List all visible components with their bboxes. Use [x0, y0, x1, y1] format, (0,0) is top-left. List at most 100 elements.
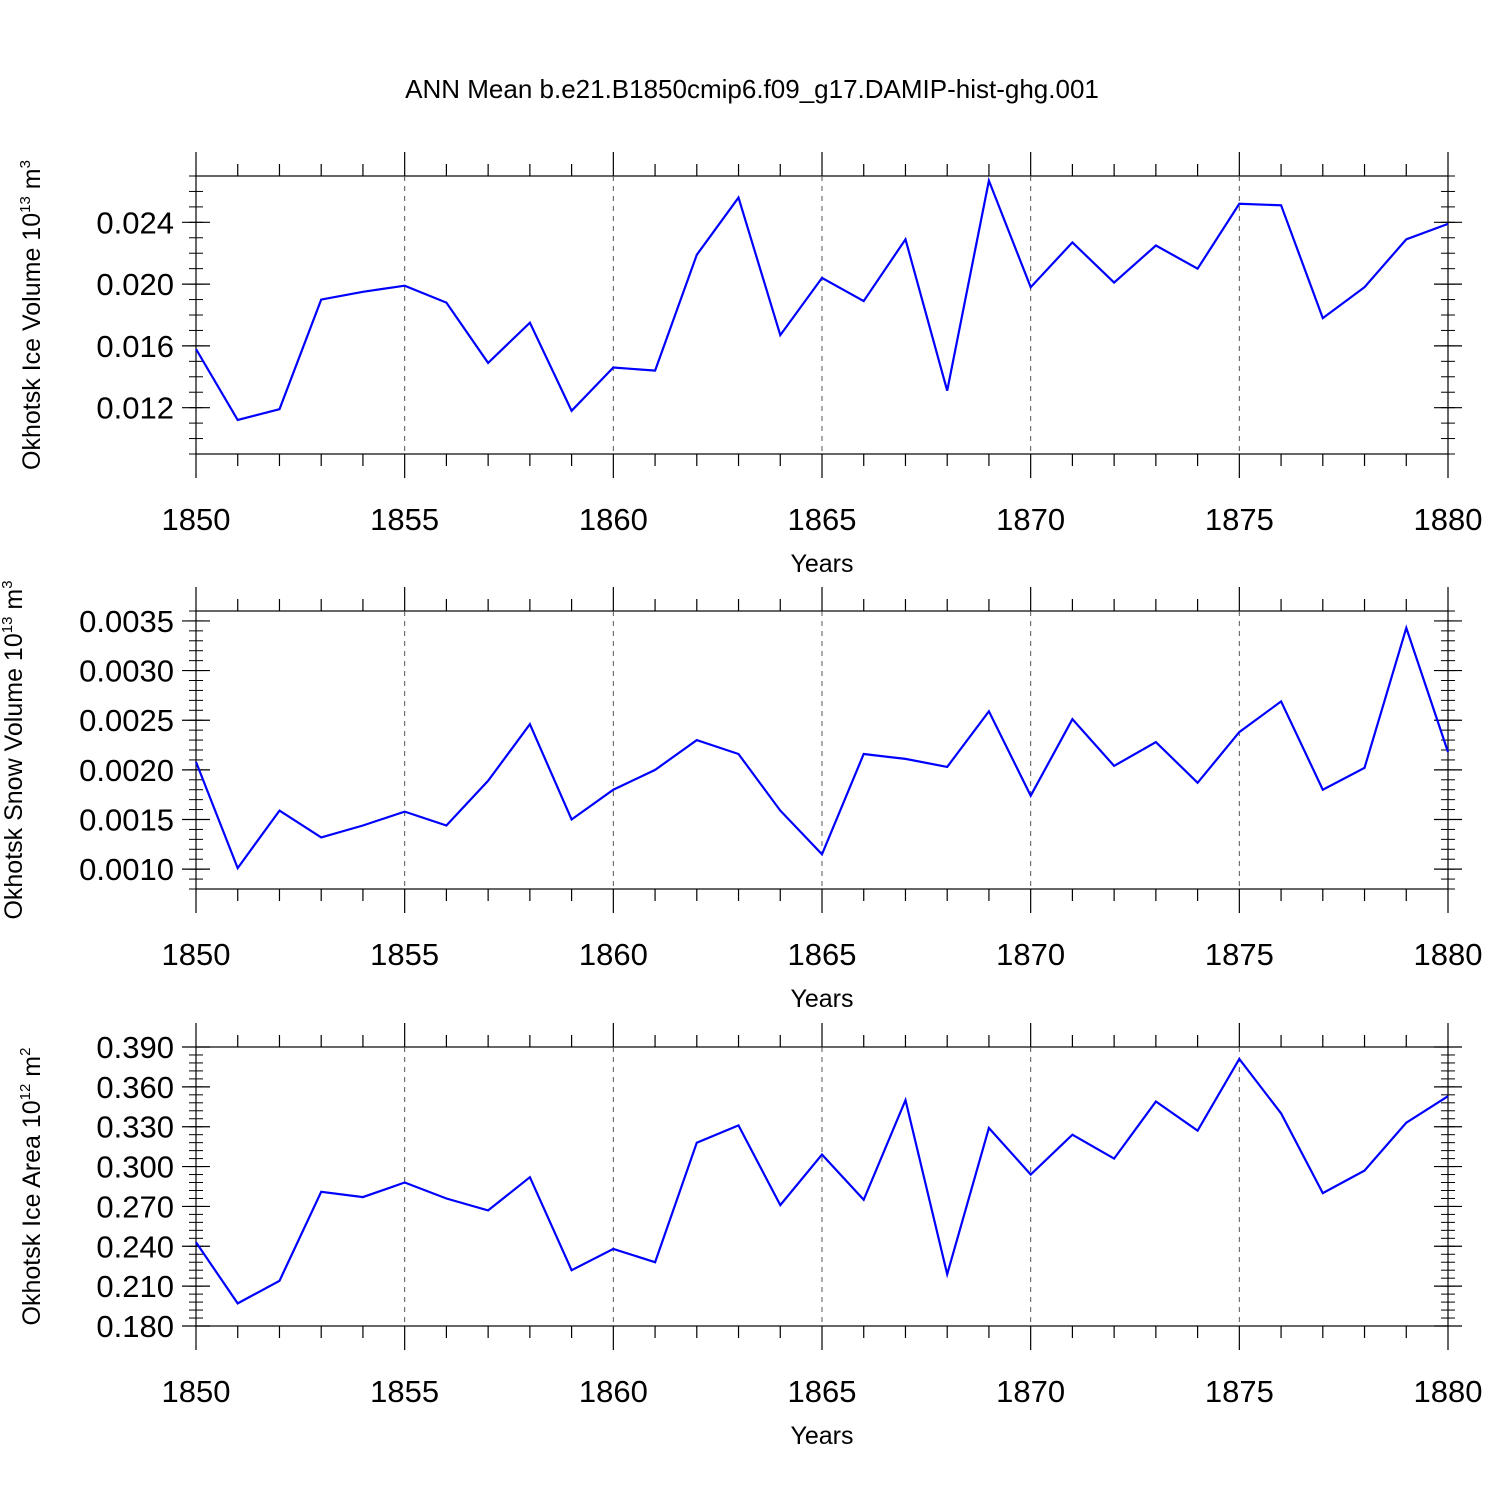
data-point [320, 836, 322, 838]
data-point [529, 322, 531, 324]
y-tick-label: 0.210 [96, 1269, 174, 1304]
x-tick-label: 1865 [788, 1374, 857, 1409]
x-tick-label: 1875 [1205, 937, 1274, 972]
data-point [1155, 1100, 1157, 1102]
y-tick-label: 0.016 [96, 329, 174, 364]
data-point [404, 1182, 406, 1184]
x-tick-label: 1870 [996, 502, 1065, 537]
data-point [821, 853, 823, 855]
x-tick-label: 1855 [370, 502, 439, 537]
y-tick-label: 0.012 [96, 391, 174, 426]
data-point [1238, 203, 1240, 205]
y-axis-label: Okhotsk Ice Area 1012 m2 [17, 1048, 46, 1326]
data-point [863, 1199, 865, 1201]
data-point [445, 824, 447, 826]
chart-title: ANN Mean b.e21.B1850cmip6.f09_g17.DAMIP-… [405, 74, 1099, 104]
data-point [571, 819, 573, 821]
x-tick-label: 1870 [996, 1374, 1065, 1409]
data-point [571, 410, 573, 412]
data-point [738, 753, 740, 755]
data-point [612, 367, 614, 369]
data-point [404, 811, 406, 813]
data-point [487, 1209, 489, 1211]
data-point [1280, 700, 1282, 702]
data-point [654, 1261, 656, 1263]
data-point [529, 723, 531, 725]
x-axis-label: Years [790, 985, 853, 1013]
x-tick-label: 1860 [579, 1374, 648, 1409]
data-point [988, 180, 990, 182]
x-tick-label: 1875 [1205, 502, 1274, 537]
data-point [1238, 731, 1240, 733]
data-point [612, 789, 614, 791]
data-point [1322, 1192, 1324, 1194]
data-point [654, 769, 656, 771]
x-axis-label: Years [790, 550, 853, 578]
data-point [404, 285, 406, 287]
x-tick-label: 1855 [370, 1374, 439, 1409]
data-point [320, 1191, 322, 1193]
y-tick-label: 0.240 [96, 1229, 174, 1264]
data-point [1280, 1112, 1282, 1114]
x-tick-label: 1850 [162, 937, 231, 972]
data-point [1405, 627, 1407, 629]
data-point [779, 334, 781, 336]
x-tick-label: 1880 [1414, 502, 1483, 537]
y-tick-label: 0.330 [96, 1110, 174, 1145]
data-point [1071, 241, 1073, 243]
data-point [696, 254, 698, 256]
y-tick-label: 0.0020 [79, 753, 174, 788]
data-point [821, 1154, 823, 1156]
data-point [195, 348, 197, 350]
data-point [1322, 789, 1324, 791]
data-point [1364, 1170, 1366, 1172]
data-point [612, 1248, 614, 1250]
data-point [1447, 751, 1449, 753]
y-tick-label: 0.360 [96, 1070, 174, 1105]
x-tick-label: 1870 [996, 937, 1065, 972]
chart-panel-3: 1850 1855 1860 1865 1870 1875 1880 Years 0.180 0.… [17, 1023, 1482, 1450]
x-axis-label: Years [790, 1422, 853, 1450]
y-tick-label: 0.270 [96, 1189, 174, 1224]
data-point [1280, 204, 1282, 206]
x-tick-label: 1865 [788, 937, 857, 972]
data-point [946, 390, 948, 392]
data-point [487, 362, 489, 364]
data-point [278, 408, 280, 410]
data-point [362, 1196, 364, 1198]
series-line [195, 1057, 1449, 1305]
data-point [946, 1273, 948, 1275]
y-tick-label: 0.0010 [79, 852, 174, 887]
data-point [1030, 1174, 1032, 1176]
data-point [988, 710, 990, 712]
data-point [1071, 718, 1073, 720]
data-point [1197, 782, 1199, 784]
data-point [278, 810, 280, 812]
chart-panel-2: 1850 1855 1860 1865 1870 1875 1880 Years 0.0010 0… [0, 580, 1482, 1013]
y-tick-label: 0.180 [96, 1309, 174, 1344]
y-tick-label: 0.0025 [79, 703, 174, 738]
data-point [362, 824, 364, 826]
data-point [320, 299, 322, 301]
data-point [237, 1302, 239, 1304]
chart-panel-1: 1850 1855 1860 1865 1870 1875 1880 Years 0.012 0.… [17, 152, 1482, 578]
data-point [1030, 286, 1032, 288]
data-point [1447, 223, 1449, 225]
data-point [654, 370, 656, 372]
data-point [779, 1204, 781, 1206]
data-point [571, 1269, 573, 1271]
data-point [1155, 245, 1157, 247]
data-point [738, 197, 740, 199]
y-tick-label: 0.020 [96, 267, 174, 302]
y-tick-label: 0.0035 [79, 604, 174, 639]
y-tick-label: 0.0030 [79, 654, 174, 689]
x-tick-label: 1850 [162, 1374, 231, 1409]
series-line [195, 176, 1449, 422]
data-point [445, 302, 447, 304]
data-point [1197, 268, 1199, 270]
data-point [1071, 1134, 1073, 1136]
data-point [1364, 767, 1366, 769]
data-point [1113, 1158, 1115, 1160]
data-point [237, 419, 239, 421]
